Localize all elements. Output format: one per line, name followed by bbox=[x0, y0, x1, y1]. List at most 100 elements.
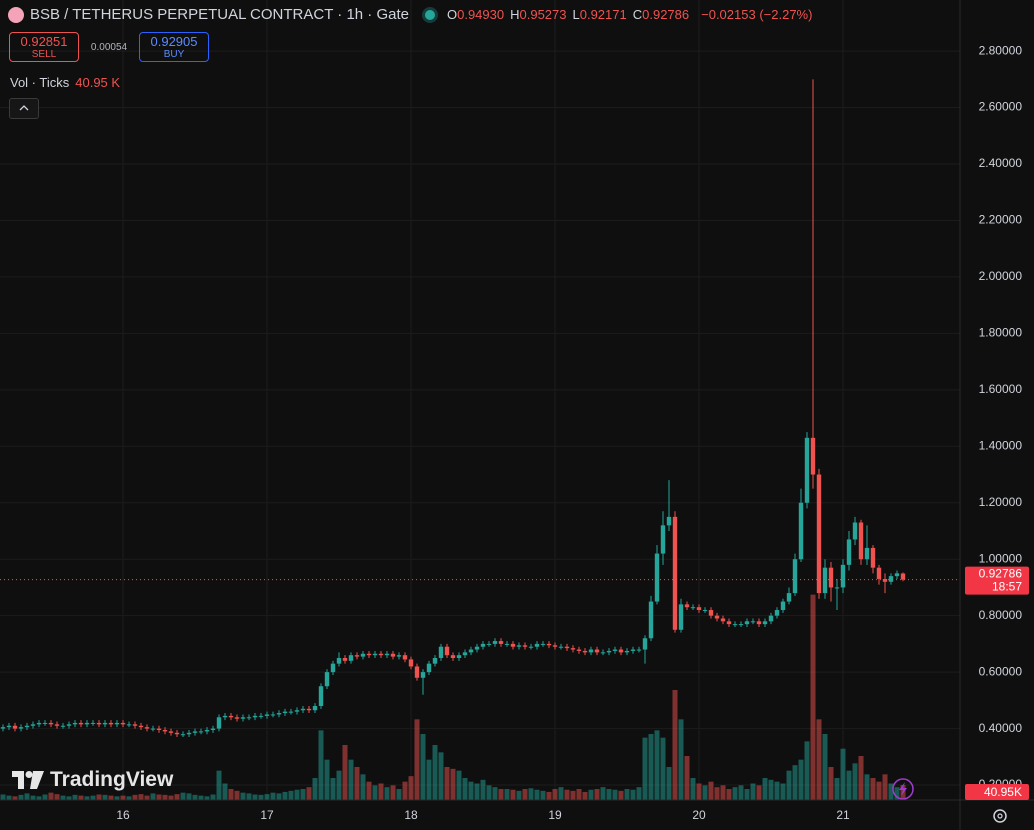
volume-bar bbox=[372, 785, 378, 800]
volume-bar bbox=[294, 789, 300, 800]
candle-body bbox=[702, 610, 708, 612]
candle-body bbox=[144, 727, 150, 729]
grid-layer bbox=[0, 0, 960, 800]
volume-bar bbox=[342, 745, 348, 800]
candle-body bbox=[6, 725, 12, 728]
brand-mark bbox=[12, 771, 44, 789]
symbol-title[interactable]: BSB / TETHERUS PERPETUAL CONTRACT · 1h ·… bbox=[30, 6, 409, 23]
volume-bar bbox=[444, 767, 450, 800]
last-volume-label: 40.95K bbox=[984, 785, 1022, 799]
candle-body bbox=[696, 607, 702, 611]
gear-hub bbox=[997, 813, 1003, 819]
brand-mark-c bbox=[30, 771, 44, 789]
volume-bar bbox=[300, 789, 306, 800]
volume-bar bbox=[468, 781, 474, 800]
ohlc-key: C bbox=[632, 7, 643, 22]
volume-bar bbox=[414, 719, 420, 800]
volume-bar bbox=[828, 767, 834, 800]
candle-body bbox=[570, 648, 576, 650]
volume-bar bbox=[882, 774, 888, 800]
candle-body bbox=[60, 725, 66, 727]
candle-body bbox=[36, 722, 42, 725]
candle-body bbox=[900, 573, 906, 580]
volume-bar bbox=[462, 778, 468, 800]
sell-button[interactable]: 0.92851 SELL bbox=[9, 32, 79, 62]
x-tick-label: 20 bbox=[692, 808, 706, 822]
volume-bar bbox=[144, 795, 150, 800]
volume-bar bbox=[84, 796, 90, 800]
volume-bar bbox=[390, 785, 396, 800]
volume-bar bbox=[510, 789, 516, 800]
volume-bar bbox=[156, 794, 162, 800]
symbol-icon bbox=[8, 6, 24, 23]
volume-bar bbox=[252, 794, 258, 800]
candle-body bbox=[102, 722, 108, 725]
volume-bar bbox=[744, 789, 750, 800]
volume-bar bbox=[288, 790, 294, 800]
candle-body bbox=[774, 610, 780, 616]
volume-bar bbox=[438, 752, 444, 800]
volume-bar bbox=[312, 778, 318, 800]
volume-bar bbox=[570, 790, 576, 800]
volume-layer bbox=[0, 594, 906, 800]
sell-price: 0.92851 bbox=[20, 34, 68, 49]
candle-body bbox=[180, 734, 186, 736]
volume-bar bbox=[684, 756, 690, 800]
volume-bar bbox=[732, 787, 738, 800]
volume-bar bbox=[264, 794, 270, 800]
volume-bar bbox=[792, 765, 798, 800]
volume-bar bbox=[132, 794, 138, 800]
candle-body bbox=[90, 722, 96, 724]
volume-bar bbox=[852, 763, 858, 800]
volume-bar bbox=[174, 794, 180, 800]
y-tick-label: 2.80000 bbox=[979, 43, 1023, 57]
candle-body bbox=[642, 638, 648, 650]
candle-body bbox=[420, 672, 426, 678]
candle-body bbox=[192, 731, 198, 733]
trade-panel: 0.92851 SELL 0.00054 0.92905 BUY bbox=[9, 32, 209, 62]
settings-button[interactable] bbox=[993, 809, 1007, 823]
volume-bar bbox=[234, 790, 240, 800]
flash-button[interactable] bbox=[892, 778, 914, 800]
volume-bar bbox=[798, 759, 804, 800]
buy-button[interactable]: 0.92905 BUY bbox=[139, 32, 209, 62]
volume-bar bbox=[96, 794, 102, 800]
candle-body bbox=[594, 649, 600, 653]
ohlc-key: H bbox=[510, 7, 520, 22]
ohlc-key: L bbox=[572, 7, 580, 22]
volume-bar bbox=[324, 759, 330, 800]
volume-bar bbox=[750, 783, 756, 800]
y-tick-label: 1.40000 bbox=[979, 438, 1023, 452]
y-tick-label: 1.60000 bbox=[979, 382, 1023, 396]
candle-body bbox=[450, 655, 456, 659]
candle-body bbox=[84, 722, 90, 725]
volume-bar bbox=[108, 795, 114, 800]
volume-bar bbox=[672, 690, 678, 800]
volume-bar bbox=[540, 790, 546, 800]
candle-body bbox=[210, 728, 216, 730]
candle-body bbox=[600, 652, 606, 654]
candle-body bbox=[612, 649, 618, 651]
candle-body bbox=[12, 725, 18, 729]
candle-body bbox=[822, 567, 828, 594]
candle-body bbox=[468, 649, 474, 653]
volume-bar bbox=[270, 792, 276, 800]
volume-bar bbox=[726, 789, 732, 800]
collapse-button[interactable] bbox=[9, 98, 39, 119]
volume-bar bbox=[624, 789, 630, 800]
volume-bar bbox=[498, 789, 504, 800]
brand-logo[interactable]: TradingView bbox=[12, 768, 173, 792]
candle-body bbox=[156, 728, 162, 730]
volume-bar bbox=[738, 785, 744, 800]
candle-body bbox=[852, 522, 858, 540]
candle-body bbox=[72, 722, 78, 725]
last-price-box bbox=[965, 566, 1029, 595]
candle-body bbox=[132, 724, 138, 726]
candle-body bbox=[282, 711, 288, 714]
volume-bar bbox=[384, 787, 390, 800]
volume-bar bbox=[522, 789, 528, 800]
volume-bar bbox=[666, 767, 672, 800]
candle-body bbox=[630, 649, 636, 651]
candle-body bbox=[264, 714, 270, 716]
